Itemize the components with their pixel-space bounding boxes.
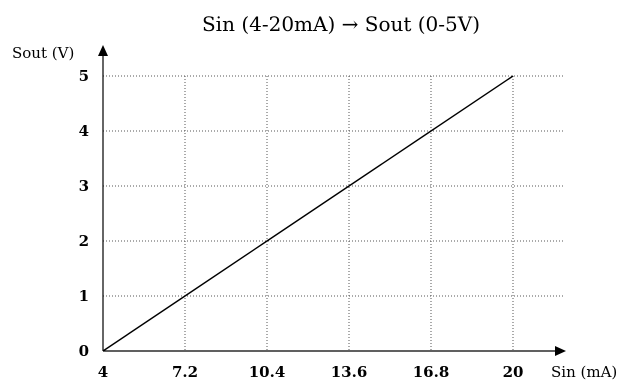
y-tick-label: 4 [79,122,89,140]
y-tick-label: 3 [79,177,89,195]
x-tick-label: 16.8 [413,363,450,381]
x-axis-label: Sin (mA) [551,363,617,381]
series-line [102,75,514,352]
x-axis-arrow-icon [555,346,566,356]
y-axis-label: Sout (V) [12,44,74,62]
y-tick-label: 2 [79,232,89,250]
x-tick-label: 7.2 [172,363,198,381]
x-tick-label: 13.6 [331,363,368,381]
y-tick-label: 0 [79,342,89,360]
y-tick-label: 5 [79,67,89,85]
axes [98,45,566,356]
x-tick-label: 20 [503,363,524,381]
y-tick-label: 1 [79,287,89,305]
grid [103,75,565,351]
x-tick-label: 10.4 [249,363,286,381]
y-axis-arrow-icon [98,45,108,56]
series [102,75,514,352]
tick-labels: 4 7.2 10.4 13.6 16.8 20 0 1 2 3 4 5 [79,67,524,381]
x-tick-label: 4 [98,363,108,381]
chart-title: Sin (4-20mA) → Sout (0-5V) [202,12,480,36]
